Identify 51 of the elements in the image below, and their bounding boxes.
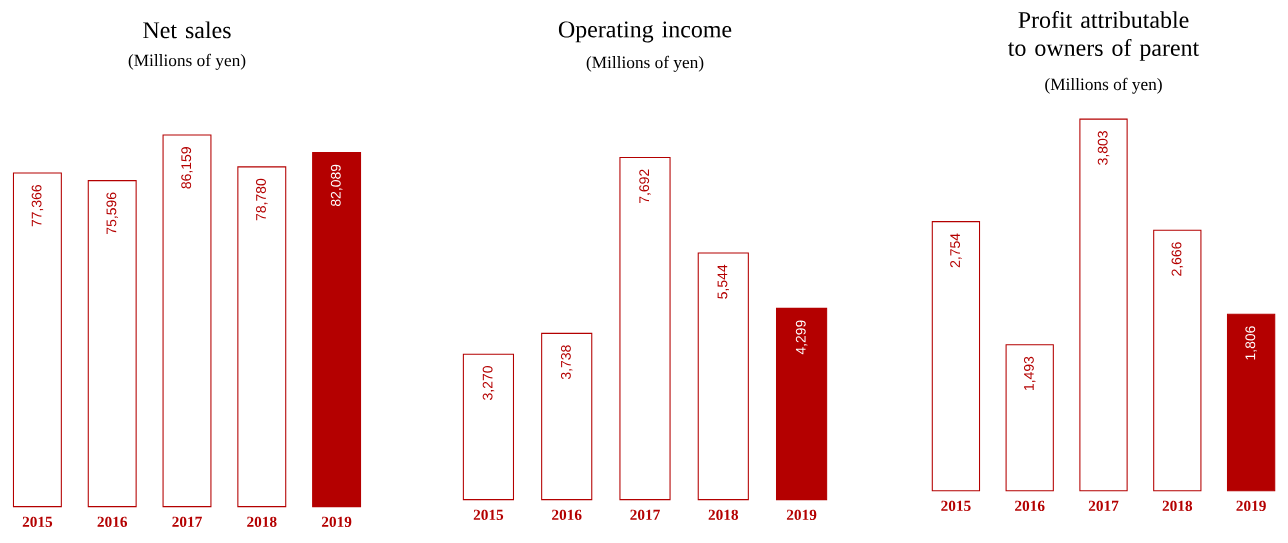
x-tick-label: 2015 [473,509,504,521]
data-label: 3,803 [1097,131,1110,166]
bar [619,157,671,501]
bar [237,166,287,508]
x-tick-label: 2016 [552,509,582,521]
data-label: 1,806 [1245,326,1257,360]
data-label: 1,493 [1023,357,1036,391]
x-tick-label: 2017 [1088,500,1119,512]
bar [162,134,212,508]
data-label: 82,089 [330,164,343,207]
data-label: 75,596 [106,192,118,235]
chart-subtitle: (Millions of yen) [586,56,704,73]
x-tick-label: 2017 [172,516,202,528]
data-label: 2,666 [1171,242,1184,277]
chart-title: Net sales [143,21,231,39]
bar [462,353,515,501]
data-label: 86,159 [181,147,193,189]
bar [1005,344,1054,492]
data-label: 7,692 [639,169,651,204]
bar [1079,118,1128,492]
x-tick-label: 2015 [941,500,971,512]
bar [697,252,749,501]
bar [1226,313,1276,492]
data-label: 3,270 [482,366,495,401]
x-tick-label: 2016 [1015,500,1045,512]
bar [312,152,362,508]
data-label: 5,544 [717,265,729,299]
bar [12,172,62,508]
x-tick-label: 2016 [97,516,128,528]
bar [1153,229,1202,492]
data-label: 78,780 [256,179,268,221]
x-tick-label: 2018 [1162,500,1193,512]
data-label: 77,366 [31,185,44,227]
x-tick-label: 2018 [708,509,739,521]
bar [541,333,593,501]
bar [87,180,137,508]
bar [931,221,981,492]
data-label: 2,754 [950,233,962,268]
x-tick-label: 2015 [22,516,53,528]
chart-title: Operating income [558,21,732,43]
chart-subtitle: (Millions of yen) [128,54,246,71]
bar [776,308,828,501]
chart-title: Profit attributable to owners of parent [1008,11,1200,62]
x-tick-label: 2019 [321,516,352,528]
data-label: 4,299 [795,320,808,355]
x-tick-label: 2019 [786,509,817,521]
chart-subtitle: (Millions of yen) [1045,78,1162,94]
x-tick-label: 2017 [630,509,660,521]
x-tick-label: 2019 [1236,500,1266,512]
data-label: 3,738 [560,345,573,380]
x-tick-label: 2018 [247,516,277,528]
